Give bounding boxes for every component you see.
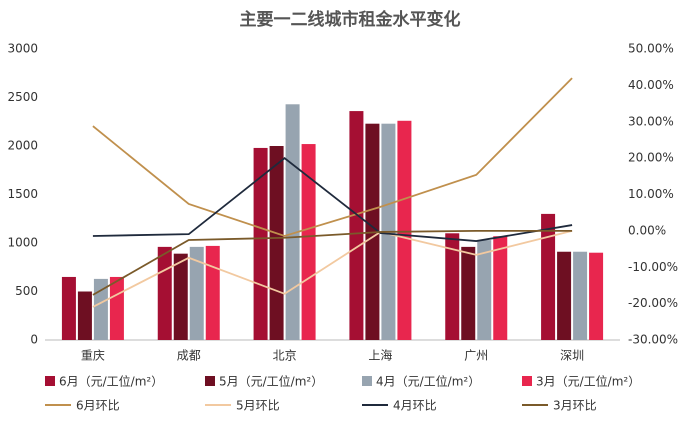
x-tick-label: 成都 — [177, 349, 201, 363]
y-tick-label: 1500 — [7, 187, 38, 201]
legend-swatch — [205, 376, 215, 386]
bar — [61, 276, 76, 340]
legend-label: 6月环比 — [76, 399, 120, 413]
y2-tick-label: 50.00% — [628, 42, 674, 56]
legend-swatch — [362, 376, 372, 386]
bar — [397, 120, 412, 340]
x-tick-label: 深圳 — [560, 349, 584, 363]
y2-tick-label: -30.00% — [628, 333, 678, 347]
y2-tick-label: 10.00% — [628, 187, 674, 201]
y2-tick-label: 30.00% — [628, 114, 674, 128]
bar — [493, 236, 508, 340]
bar — [189, 246, 204, 340]
y2-tick-label: 20.00% — [628, 151, 674, 165]
legend-label: 5月（元/工位/m²） — [219, 374, 323, 389]
bar — [349, 111, 364, 340]
y-tick-label: 2000 — [7, 139, 38, 153]
y-tick-label: 2500 — [7, 90, 38, 104]
y-tick-label: 500 — [15, 284, 38, 298]
legend-label: 6月（元/工位/m²） — [59, 374, 163, 389]
bar — [285, 104, 300, 340]
bar — [589, 252, 604, 340]
legend-swatch — [522, 376, 532, 386]
line-series — [92, 230, 573, 308]
x-tick-label: 上海 — [368, 348, 392, 363]
bar — [77, 291, 92, 340]
y-tick-label: 0 — [30, 333, 38, 347]
bar — [301, 144, 316, 340]
y-tick-label: 1000 — [7, 236, 38, 250]
bar — [109, 276, 124, 340]
legend-label: 4月（元/工位/m²） — [376, 374, 480, 389]
legend-swatch — [45, 376, 55, 386]
y2-tick-label: -10.00% — [628, 260, 678, 274]
x-tick-label: 重庆 — [81, 349, 105, 363]
bar — [269, 146, 284, 340]
legend-label: 3月环比 — [553, 399, 597, 413]
bar — [253, 147, 268, 340]
line-series — [92, 156, 573, 242]
y2-tick-label: 0.00% — [628, 223, 666, 237]
bar — [157, 246, 172, 340]
line-series — [92, 77, 573, 237]
bar — [541, 213, 556, 340]
bar — [205, 245, 220, 340]
x-tick-label: 广州 — [464, 349, 488, 363]
bar — [461, 246, 476, 340]
line-series — [92, 229, 573, 296]
bar — [557, 251, 572, 340]
legend-label: 3月（元/工位/m²） — [536, 374, 640, 389]
bar — [477, 240, 492, 340]
bar — [173, 253, 188, 340]
bar — [445, 233, 460, 340]
legend-label: 5月环比 — [236, 399, 280, 413]
bar — [573, 251, 588, 340]
bar — [93, 278, 108, 340]
y2-tick-label: 40.00% — [628, 78, 674, 92]
chart-title: 主要一二线城市租金水平变化 — [240, 9, 461, 30]
x-tick-label: 北京 — [273, 349, 297, 363]
y2-tick-label: -20.00% — [628, 296, 678, 310]
y-tick-label: 3000 — [7, 42, 38, 56]
legend-label: 4月环比 — [393, 399, 437, 413]
